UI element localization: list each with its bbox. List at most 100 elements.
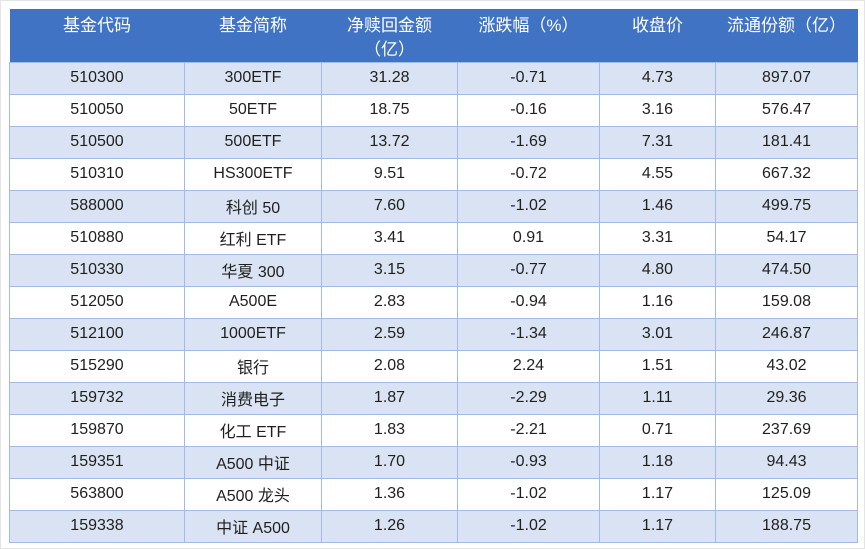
cell-close-price: 0.71 — [599, 413, 716, 447]
cell-float-shares: 29.36 — [715, 381, 858, 415]
cell-change-pct: -1.34 — [457, 317, 600, 351]
cell-net-redemption: 2.59 — [321, 317, 458, 351]
cell-float-shares: 43.02 — [715, 349, 858, 383]
cell-net-redemption: 1.36 — [321, 477, 458, 511]
cell-close-price: 4.55 — [599, 157, 716, 191]
cell-fund-code: 510880 — [9, 221, 185, 255]
column-header-fund-name: 基金简称 — [184, 9, 322, 63]
cell-change-pct: -0.93 — [457, 445, 600, 479]
cell-fund-code: 510300 — [9, 61, 185, 95]
cell-close-price: 1.16 — [599, 285, 716, 319]
table-header: 基金代码 基金简称 净赎回金额 （亿） 涨跌幅（%） 收盘价 流通份额（亿） — [9, 9, 858, 63]
cell-float-shares: 499.75 — [715, 189, 858, 223]
table-row: 510310 HS300ETF 9.51 -0.72 4.55 667.32 — [9, 157, 858, 191]
cell-fund-code: 512100 — [9, 317, 185, 351]
cell-fund-code: 159351 — [9, 445, 185, 479]
cell-net-redemption: 1.26 — [321, 509, 458, 543]
table-row: 510500 500ETF 13.72 -1.69 7.31 181.41 — [9, 125, 858, 159]
column-header-float-shares: 流通份额（亿） — [715, 9, 858, 63]
cell-close-price: 1.17 — [599, 509, 716, 543]
cell-net-redemption: 2.83 — [321, 285, 458, 319]
table-row: 563800 A500 龙头 1.36 -1.02 1.17 125.09 — [9, 477, 858, 511]
cell-fund-code: 563800 — [9, 477, 185, 511]
table-row: 512050 A500E 2.83 -0.94 1.16 159.08 — [9, 285, 858, 319]
cell-change-pct: -1.02 — [457, 189, 600, 223]
table-row: 515290 银行 2.08 2.24 1.51 43.02 — [9, 349, 858, 383]
cell-net-redemption: 3.15 — [321, 253, 458, 287]
table-row: 512100 1000ETF 2.59 -1.34 3.01 246.87 — [9, 317, 858, 351]
cell-change-pct: -2.21 — [457, 413, 600, 447]
cell-close-price: 4.73 — [599, 61, 716, 95]
cell-close-price: 1.18 — [599, 445, 716, 479]
cell-close-price: 7.31 — [599, 125, 716, 159]
cell-fund-name: 50ETF — [184, 93, 322, 127]
cell-fund-name: 红利 ETF — [184, 221, 322, 255]
cell-float-shares: 576.47 — [715, 93, 858, 127]
cell-fund-name: 消费电子 — [184, 381, 322, 415]
table-row: 510050 50ETF 18.75 -0.16 3.16 576.47 — [9, 93, 858, 127]
cell-fund-code: 159338 — [9, 509, 185, 543]
cell-close-price: 3.16 — [599, 93, 716, 127]
cell-fund-code: 510330 — [9, 253, 185, 287]
cell-fund-code: 510050 — [9, 93, 185, 127]
cell-close-price: 3.01 — [599, 317, 716, 351]
cell-change-pct: -1.02 — [457, 477, 600, 511]
cell-fund-code: 510310 — [9, 157, 185, 191]
cell-fund-name: A500 中证 — [184, 445, 322, 479]
cell-net-redemption: 13.72 — [321, 125, 458, 159]
cell-net-redemption: 31.28 — [321, 61, 458, 95]
cell-net-redemption: 1.83 — [321, 413, 458, 447]
cell-close-price: 1.46 — [599, 189, 716, 223]
column-header-fund-code: 基金代码 — [9, 9, 185, 63]
cell-fund-code: 512050 — [9, 285, 185, 319]
cell-float-shares: 125.09 — [715, 477, 858, 511]
cell-change-pct: -0.16 — [457, 93, 600, 127]
cell-close-price: 3.31 — [599, 221, 716, 255]
table-body: 510300 300ETF 31.28 -0.71 4.73 897.07 51… — [9, 61, 858, 543]
cell-net-redemption: 3.41 — [321, 221, 458, 255]
cell-close-price: 1.51 — [599, 349, 716, 383]
fund-table: 基金代码 基金简称 净赎回金额 （亿） 涨跌幅（%） 收盘价 流通份额（亿） 5… — [9, 9, 858, 543]
cell-fund-code: 515290 — [9, 349, 185, 383]
cell-float-shares: 897.07 — [715, 61, 858, 95]
cell-change-pct: -2.29 — [457, 381, 600, 415]
table-row: 159351 A500 中证 1.70 -0.93 1.18 94.43 — [9, 445, 858, 479]
cell-fund-name: 银行 — [184, 349, 322, 383]
cell-float-shares: 159.08 — [715, 285, 858, 319]
cell-fund-name: 化工 ETF — [184, 413, 322, 447]
table-row: 159338 中证 A500 1.26 -1.02 1.17 188.75 — [9, 509, 858, 543]
cell-float-shares: 188.75 — [715, 509, 858, 543]
cell-change-pct: -1.02 — [457, 509, 600, 543]
cell-float-shares: 667.32 — [715, 157, 858, 191]
cell-float-shares: 237.69 — [715, 413, 858, 447]
table-row: 159870 化工 ETF 1.83 -2.21 0.71 237.69 — [9, 413, 858, 447]
cell-net-redemption: 2.08 — [321, 349, 458, 383]
cell-fund-code: 510500 — [9, 125, 185, 159]
cell-fund-code: 159732 — [9, 381, 185, 415]
cell-net-redemption: 1.70 — [321, 445, 458, 479]
cell-fund-name: 华夏 300 — [184, 253, 322, 287]
cell-fund-code: 588000 — [9, 189, 185, 223]
cell-fund-name: A500 龙头 — [184, 477, 322, 511]
column-header-change-pct: 涨跌幅（%） — [457, 9, 600, 63]
cell-fund-name: 300ETF — [184, 61, 322, 95]
cell-fund-name: 1000ETF — [184, 317, 322, 351]
table-row: 588000 科创 50 7.60 -1.02 1.46 499.75 — [9, 189, 858, 223]
cell-close-price: 4.80 — [599, 253, 716, 287]
cell-change-pct: -0.77 — [457, 253, 600, 287]
cell-net-redemption: 7.60 — [321, 189, 458, 223]
table-row: 159732 消费电子 1.87 -2.29 1.11 29.36 — [9, 381, 858, 415]
column-header-close-price: 收盘价 — [599, 9, 716, 63]
cell-close-price: 1.17 — [599, 477, 716, 511]
cell-net-redemption: 18.75 — [321, 93, 458, 127]
cell-fund-name: 500ETF — [184, 125, 322, 159]
cell-change-pct: -0.72 — [457, 157, 600, 191]
cell-fund-name: 科创 50 — [184, 189, 322, 223]
cell-fund-name: HS300ETF — [184, 157, 322, 191]
cell-float-shares: 54.17 — [715, 221, 858, 255]
header-row: 基金代码 基金简称 净赎回金额 （亿） 涨跌幅（%） 收盘价 流通份额（亿） — [9, 9, 858, 63]
cell-change-pct: 0.91 — [457, 221, 600, 255]
cell-change-pct: -1.69 — [457, 125, 600, 159]
cell-fund-name: A500E — [184, 285, 322, 319]
